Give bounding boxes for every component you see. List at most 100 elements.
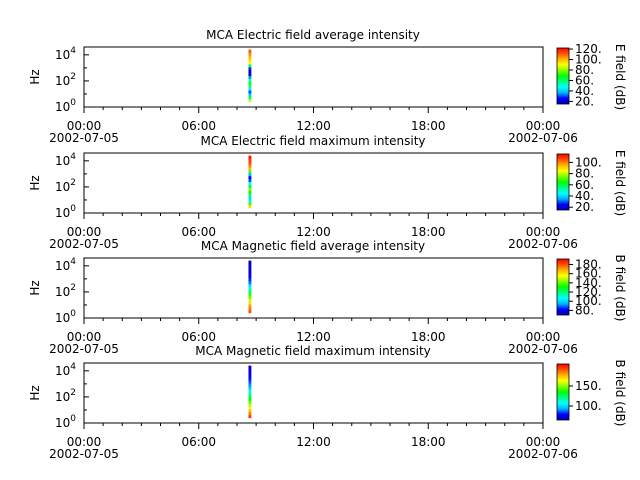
heatmap-cell [248, 388, 252, 393]
x-date-label: 2002-07-06 [508, 447, 578, 461]
heatmap-cell [248, 385, 252, 390]
x-date-label: 2002-07-05 [49, 131, 119, 145]
heatmap-cell [248, 190, 252, 194]
heatmap-cell [248, 278, 252, 282]
heatmap-cell [248, 81, 252, 85]
panel-3: MCA Magnetic field average intensity 100 1… [28, 239, 627, 356]
heatmap-cell [248, 365, 252, 369]
heatmap-cell [248, 95, 252, 100]
heatmap-cell [248, 275, 252, 279]
heatmap-cell [248, 184, 252, 188]
heatmap-cell [248, 298, 252, 302]
heatmap-cell [248, 161, 252, 165]
x-date-label: 2002-07-05 [49, 342, 119, 356]
heatmap-cell [248, 260, 252, 264]
heatmap-cell [248, 72, 252, 77]
x-date-label: 2002-07-06 [508, 342, 578, 356]
heatmap-cell [248, 173, 252, 177]
colorbar [556, 258, 570, 316]
heatmap-cell [248, 309, 252, 314]
colorbar-tick-label: 100. [575, 294, 602, 308]
x-tick-label: 18:00 [411, 119, 446, 133]
heatmap-cell [248, 409, 252, 413]
x-tick-label: 00:00 [526, 330, 561, 344]
heatmap-cell [248, 266, 252, 270]
y-tick-label: 104 [55, 362, 76, 378]
plot-frame [83, 257, 544, 319]
heatmap-cell [248, 280, 252, 285]
panel-2: MCA Electric field maximum intensity 100 1… [28, 134, 627, 251]
y-tick-label: 100 [55, 98, 76, 114]
heatmap-cell [248, 187, 252, 191]
heatmap-cell [248, 84, 252, 88]
colorbar-tick-label: 60. [575, 73, 594, 87]
x-tick-label: 00:00 [526, 119, 561, 133]
y-tick-label: 100 [55, 204, 76, 220]
heatmap-cell [248, 167, 252, 171]
heatmap-cell [248, 289, 252, 293]
x-date-label: 2002-07-05 [49, 447, 119, 461]
y-tick-label: 104 [55, 257, 76, 273]
heatmap-cell [248, 400, 252, 404]
colorbar-tick-label: 40. [575, 189, 594, 203]
x-tick-label: 12:00 [296, 435, 331, 449]
x-tick-label: 12:00 [296, 330, 331, 344]
colorbar-tick-label: 20. [575, 94, 594, 108]
plot-frame [83, 46, 544, 108]
heatmap-cell [248, 304, 252, 308]
heatmap-cell [248, 295, 252, 299]
heatmap-cell [248, 394, 252, 398]
y-tick-label: 102 [55, 72, 76, 88]
heatmap-cell [248, 403, 252, 407]
x-tick-label: 00:00 [526, 435, 561, 449]
x-date-label: 2002-07-05 [49, 237, 119, 251]
heatmap-cell [248, 87, 252, 91]
colorbar-tick-label: 140. [575, 276, 602, 290]
colorbar-tick-label: 100. [575, 399, 602, 413]
x-tick-label: 06:00 [181, 330, 216, 344]
heatmap-cell [248, 158, 252, 162]
y-axis-label: Hz [28, 69, 42, 84]
heatmap-cell [248, 414, 252, 419]
heatmap-cell [248, 411, 252, 416]
heatmap-cell [248, 269, 252, 273]
y-tick-label: 102 [55, 388, 76, 404]
x-tick-label: 18:00 [411, 330, 446, 344]
heatmap-cell [248, 175, 252, 180]
colorbar [556, 153, 570, 211]
x-tick-label: 06:00 [181, 225, 216, 239]
heatmap-cell [248, 178, 252, 183]
colorbar-tick-label: 100. [575, 53, 602, 67]
y-tick-label: 100 [55, 309, 76, 325]
x-tick-label: 12:00 [296, 225, 331, 239]
panel-title: MCA Electric field maximum intensity [200, 134, 425, 148]
panel-title: MCA Magnetic field average intensity [201, 239, 425, 253]
colorbar-label: E field (dB) [613, 44, 627, 110]
panel-1: MCA Electric field average intensity 100 1… [28, 28, 627, 145]
heatmap-cell [248, 201, 252, 206]
colorbar-tick-label: 160. [575, 267, 602, 281]
x-date-label: 2002-07-06 [508, 237, 578, 251]
heatmap-cell [248, 380, 252, 384]
heatmap-cell [248, 69, 252, 74]
x-tick-label: 00:00 [67, 225, 102, 239]
heatmap-cell [248, 283, 252, 288]
colorbar-tick-label: 80. [575, 63, 594, 77]
panel-title: MCA Electric field average intensity [206, 28, 420, 42]
heatmap-cell [248, 397, 252, 401]
x-tick-label: 06:00 [181, 119, 216, 133]
heatmap-cell [248, 75, 252, 79]
heatmap-cell [248, 406, 252, 410]
heatmap-cell [248, 204, 252, 209]
colorbar-tick-label: 60. [575, 178, 594, 192]
x-tick-label: 00:00 [67, 435, 102, 449]
heatmap-cell [248, 90, 252, 94]
heatmap-cell [248, 292, 252, 296]
heatmap-cell [248, 377, 252, 381]
y-tick-label: 102 [55, 283, 76, 299]
heatmap-cell [248, 368, 252, 372]
x-tick-label: 18:00 [411, 225, 446, 239]
x-tick-label: 00:00 [67, 119, 102, 133]
y-axis-label: Hz [28, 175, 42, 190]
